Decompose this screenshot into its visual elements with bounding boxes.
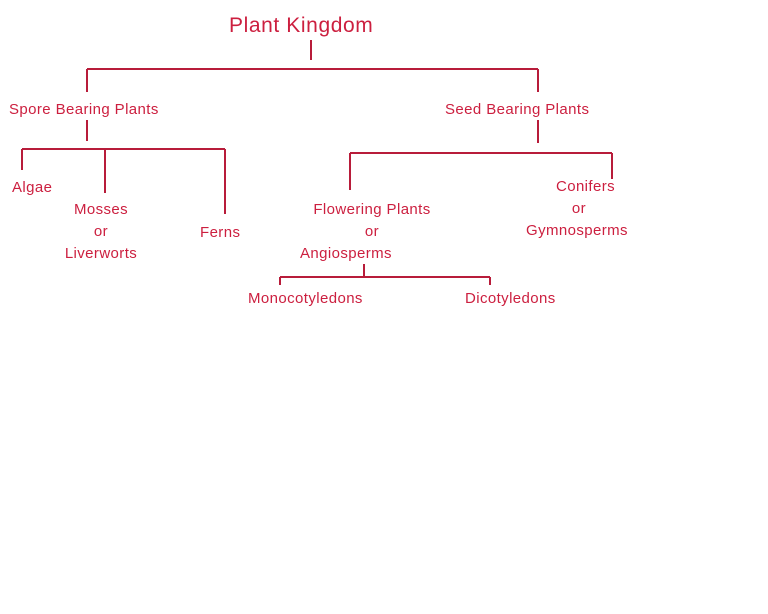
flowering-line2: or	[364, 223, 380, 240]
node-dicotyledons: Dicotyledons	[465, 290, 556, 307]
conifers-line3: Gymnosperms	[526, 222, 628, 239]
node-mosses-liverworts: Mosses or Liverworts	[50, 199, 152, 265]
node-seed-bearing-plants: Seed Bearing Plants	[445, 101, 590, 118]
flowering-line1: Flowering Plants	[313, 201, 431, 218]
node-algae: Algae	[12, 179, 53, 196]
mosses-line3: Liverworts	[64, 245, 138, 262]
root-node-plant-kingdom: Plant Kingdom	[229, 14, 374, 37]
node-ferns: Ferns	[200, 224, 241, 241]
node-conifers-gymnosperms: Conifers or Gymnosperms	[488, 176, 668, 242]
conifers-line2: or	[571, 200, 587, 217]
conifers-line1: Conifers	[555, 178, 616, 195]
flowering-line3: Angiosperms	[300, 245, 392, 262]
node-monocotyledons: Monocotyledons	[248, 290, 363, 307]
node-flowering-angiosperms: Flowering Plants or Angiosperms	[294, 199, 450, 265]
mosses-line1: Mosses	[73, 201, 129, 218]
node-spore-bearing-plants: Spore Bearing Plants	[9, 101, 159, 118]
mosses-line2: or	[93, 223, 109, 240]
